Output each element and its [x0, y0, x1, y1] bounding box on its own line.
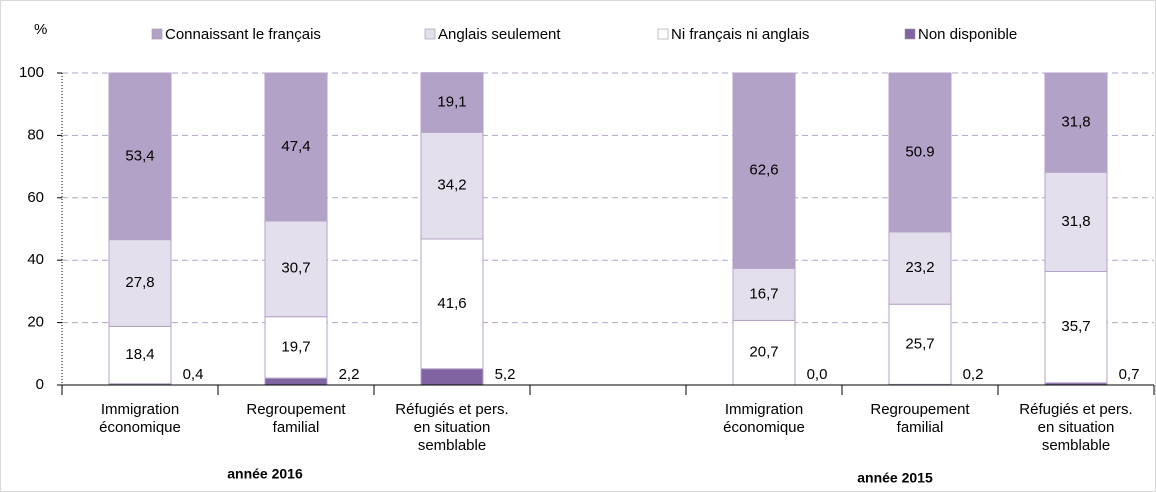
- y-tick-label: 40: [27, 251, 44, 268]
- value-label: 25,7: [905, 335, 934, 352]
- x-tick-label-line: en situation: [414, 419, 491, 436]
- legend-label: Ni français ni anglais: [671, 26, 809, 43]
- legend-label: Anglais seulement: [438, 26, 561, 43]
- value-label: 47,4: [281, 138, 310, 155]
- legend-swatch: [657, 28, 669, 40]
- bar-segment: [732, 267, 796, 321]
- value-label: 50.9: [905, 143, 934, 160]
- x-tick-label-line: économique: [723, 419, 805, 436]
- x-tick-label-line: semblable: [418, 437, 486, 454]
- bar-segment: [420, 72, 484, 133]
- value-label: 27,8: [125, 274, 154, 291]
- x-tick-label: Réfugiés et pers. en situation semblable: [395, 401, 508, 454]
- x-tick-label-line: économique: [99, 419, 181, 436]
- x-tick-label: Regroupement familial: [870, 401, 970, 436]
- x-tick-label-line: en situation: [1038, 419, 1115, 436]
- bar-segment: [420, 368, 484, 386]
- legend-label: Non disponible: [918, 26, 1017, 43]
- x-tick-label-line: Immigration: [725, 401, 803, 418]
- bar-segment: [732, 319, 796, 386]
- value-label: 30,7: [281, 260, 310, 277]
- value-label: 34,2: [437, 177, 466, 194]
- legend-swatch: [151, 28, 163, 40]
- value-label: 53,4: [125, 147, 154, 164]
- value-label: 20,7: [749, 344, 778, 361]
- bar-segment: [108, 239, 172, 327]
- value-label: 2,2: [339, 366, 360, 383]
- legend-label: Connaissant le français: [165, 26, 321, 43]
- value-label: 0,0: [807, 366, 828, 383]
- value-label: 62,6: [749, 162, 778, 179]
- bar-segment: [264, 72, 328, 222]
- value-label: 35,7: [1061, 318, 1090, 335]
- bar-segment: [420, 131, 484, 240]
- y-tick-label: 100: [19, 64, 44, 81]
- x-tick-label: Immigration économique: [723, 401, 805, 436]
- value-label: 16,7: [749, 285, 778, 302]
- x-tick-label: Regroupement familial: [246, 401, 346, 436]
- bar-segment: [888, 72, 952, 233]
- x-tick-label-line: familial: [897, 419, 944, 436]
- y-axis-label: %: [34, 21, 47, 38]
- value-label: 19,7: [281, 338, 310, 355]
- legend-swatch: [904, 28, 916, 40]
- x-tick-label-line: Regroupement: [246, 401, 346, 418]
- y-tick-label: 80: [27, 126, 44, 143]
- bar-segment: [888, 231, 952, 305]
- y-tick-label: 60: [27, 189, 44, 206]
- value-label: 41,6: [437, 295, 466, 312]
- y-tick-label: 20: [27, 314, 44, 331]
- bar-segment: [264, 377, 328, 386]
- bar-segment: [108, 72, 172, 241]
- value-label: 0,2: [963, 366, 984, 383]
- bar-segment: [420, 238, 484, 370]
- bar-segment: [1044, 72, 1108, 173]
- x-tick-label: Immigration économique: [99, 401, 181, 436]
- x-tick-label-line: Réfugiés et pers.: [395, 401, 508, 418]
- bar-segment: [1044, 270, 1108, 384]
- bar-segment: [732, 72, 796, 269]
- value-label: 18,4: [125, 346, 154, 363]
- value-label: 31,8: [1061, 114, 1090, 131]
- bar-segment: [1044, 171, 1108, 272]
- value-label: 19,1: [437, 93, 466, 110]
- x-tick-label-line: Réfugiés et pers.: [1019, 401, 1132, 418]
- legend-swatch: [424, 28, 436, 40]
- group-label: année 2015: [857, 470, 933, 486]
- x-tick-label: Réfugiés et pers. en situation semblable: [1019, 401, 1132, 454]
- x-tick-label-line: Regroupement: [870, 401, 970, 418]
- bar-segment: [264, 316, 328, 379]
- value-label: 5,2: [495, 366, 516, 383]
- y-tick-label: 0: [36, 376, 44, 393]
- x-tick-label-line: familial: [273, 419, 320, 436]
- value-label: 0,7: [1119, 366, 1140, 383]
- value-label: 0,4: [183, 366, 204, 383]
- value-label: 31,8: [1061, 213, 1090, 230]
- value-label: 23,2: [905, 259, 934, 276]
- group-label: année 2016: [227, 466, 303, 482]
- x-tick-label-line: Immigration: [101, 401, 179, 418]
- x-tick-label-line: semblable: [1042, 437, 1110, 454]
